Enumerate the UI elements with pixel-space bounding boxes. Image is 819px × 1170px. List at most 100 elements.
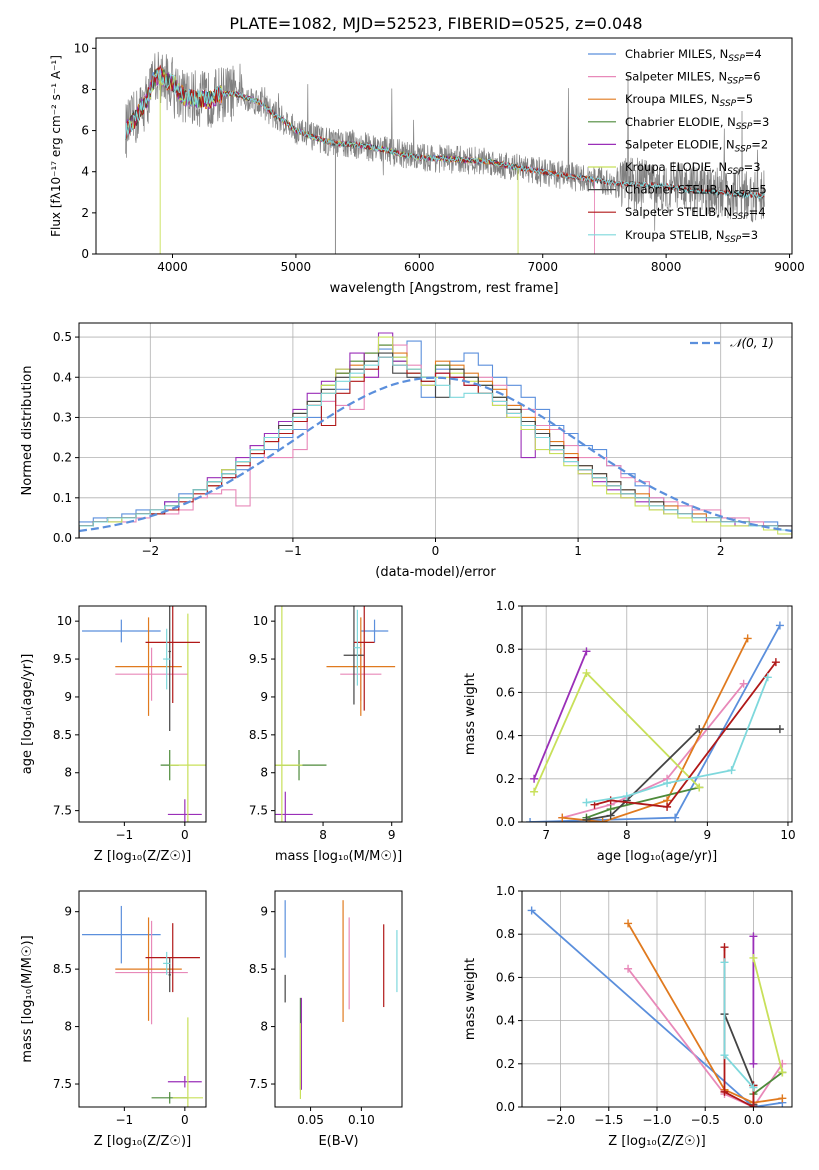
legend-entry: Kroupa STELIB, NSSP=3 <box>625 228 758 245</box>
legend-entry: Chabrier STELIB, NSSP=5 <box>625 183 767 200</box>
error-point <box>115 617 182 716</box>
legend-tail: =3 <box>744 160 761 174</box>
y-tick-label: 0.4 <box>53 370 72 384</box>
x-tick-label: −1 <box>116 1113 134 1127</box>
axes-box <box>95 37 793 255</box>
y-tick-label: 0.8 <box>496 642 515 656</box>
y-tick-label: 9 <box>64 905 72 919</box>
x-tick-label: 0 <box>181 1113 189 1127</box>
x-tick-label: −0.5 <box>691 1113 720 1127</box>
legend-entry: Salpeter STELIB, NSSP=4 <box>625 205 766 222</box>
weight-marker <box>695 783 704 792</box>
plot-area <box>125 51 765 254</box>
legend-entry: Kroupa MILES, NSSP=5 <box>625 92 753 109</box>
chart-age_vs_mass: 8 9 7.5 8 8.5 9 9.5 10 mass [log₁₀(M/M☉)] <box>249 605 403 864</box>
axes-frame: −1 0 7.5 8 8.5 9 <box>53 890 207 1127</box>
x-tick-label: 4000 <box>157 260 188 274</box>
legend-sub: SSP <box>732 212 749 222</box>
y-tick-label: 8 <box>260 1020 268 1034</box>
y-tick-label: 8 <box>64 1020 72 1034</box>
y-tick-label: 9.5 <box>249 652 268 666</box>
y-tick-label: 8.5 <box>53 728 72 742</box>
weight-marker <box>582 798 591 807</box>
grid-lines <box>522 890 792 1108</box>
error-point <box>82 905 161 964</box>
y-tick-label: 8.5 <box>249 962 268 976</box>
error-point <box>360 619 389 643</box>
legend-label: Salpeter MILES, N <box>625 70 727 84</box>
weight-marker <box>749 953 758 962</box>
error-point <box>169 613 206 822</box>
error-point <box>82 619 161 643</box>
weight-marker <box>606 811 615 820</box>
error-point <box>343 606 365 705</box>
weight-marker <box>582 647 591 656</box>
legend-entry: Chabrier MILES, NSSP=4 <box>625 47 762 64</box>
y-tick-label: 0.0 <box>496 815 515 829</box>
y-tick-label: 9.5 <box>53 652 72 666</box>
weight-marker <box>530 774 539 783</box>
weight-series <box>558 634 752 822</box>
x-tick-label: −1 <box>116 828 134 842</box>
y-tick-label: 10 <box>74 41 89 55</box>
weight-line <box>530 624 781 822</box>
normal-curve <box>79 376 792 533</box>
weight-line <box>627 922 783 1104</box>
weight-marker <box>763 673 772 682</box>
x-tick-label: 2 <box>717 544 725 558</box>
chart-mass_vs_EBV: 0.05 0.10 7.5 8 8.5 9 E(B-V) <box>249 890 403 1149</box>
legend-sub: SSP <box>727 167 744 177</box>
weight-marker <box>778 1094 787 1103</box>
chart-mass_weight_vs_Z: −2.0 −1.5 −1.0 −0.5 0.0 0.0 0.2 0.4 0.6 0.8 1.0 Z [… <box>463 884 793 1149</box>
chart-mass_vs_Z: −1 0 7.5 8 8.5 9 Z [log₁₀(Z/Z☉)] mass [log₁₀(M/… <box>20 890 207 1149</box>
x-axis-label: Z [log₁₀(Z/Z☉)] <box>94 1134 191 1149</box>
chart-spectrum: 4000 5000 6000 7000 8000 9000 0 2 4 6 8 10 wavelengt… <box>49 37 805 296</box>
weight-line <box>586 728 780 821</box>
x-axis-label: mass [log₁₀(M/M☉)] <box>275 849 402 864</box>
y-tick-label: 0.2 <box>53 451 72 465</box>
y-tick-label: 9 <box>260 905 268 919</box>
axes-box <box>521 605 793 823</box>
error-point <box>326 617 396 716</box>
x-tick-label: −2 <box>141 544 159 558</box>
legend-label: Chabrier ELODIE, N <box>625 115 736 129</box>
weight-series <box>526 621 784 822</box>
y-axis-label: age [log₁₀(age/yr)] <box>20 654 35 775</box>
x-axis-label: wavelength [Angstrom, rest frame] <box>330 281 559 296</box>
legend-tail: =5 <box>750 183 767 197</box>
legend-label: Chabrier MILES, N <box>625 47 728 61</box>
error-point <box>115 647 188 701</box>
error-point <box>168 606 171 732</box>
y-tick-label: 9 <box>64 690 72 704</box>
weight-marker <box>775 725 784 734</box>
legend-entry: 𝒩(0, 1) <box>730 336 774 350</box>
y-axis-label: Normed distribution <box>20 366 35 496</box>
plot-area <box>527 906 787 1107</box>
legend-tail: =4 <box>745 47 762 61</box>
error-point <box>145 923 200 993</box>
axes-frame: 0.05 0.10 7.5 8 8.5 9 <box>249 890 403 1127</box>
x-tick-label: 9000 <box>774 260 805 274</box>
spectrum-model-line <box>125 68 765 200</box>
legend-label: Chabrier STELIB, N <box>625 183 733 197</box>
y-tick-label: 10 <box>253 614 268 628</box>
chart-mass_weight_vs_age: 7 8 9 10 0.0 0.2 0.4 0.6 0.8 1.0 age [log₁₀(age/yr… <box>463 599 796 864</box>
x-axis-label: E(B-V) <box>318 1134 358 1149</box>
weight-marker <box>527 906 536 915</box>
weight-marker <box>749 1103 758 1107</box>
legend: 𝒩(0, 1) <box>690 336 774 350</box>
weight-marker <box>720 958 729 967</box>
y-tick-label: 7.5 <box>53 1077 72 1091</box>
weight-marker <box>739 679 748 688</box>
weight-marker <box>778 1068 787 1077</box>
y-tick-label: 0.6 <box>496 685 515 699</box>
x-tick-label: 5000 <box>281 260 312 274</box>
legend-tail: =3 <box>741 228 758 242</box>
y-tick-label: 0 <box>81 247 89 261</box>
error-point <box>172 1017 203 1107</box>
weight-line <box>533 671 700 793</box>
y-tick-label: 0.6 <box>496 970 515 984</box>
axes-box <box>274 890 403 1108</box>
weight-marker <box>720 1087 729 1096</box>
axes-box <box>78 605 207 823</box>
